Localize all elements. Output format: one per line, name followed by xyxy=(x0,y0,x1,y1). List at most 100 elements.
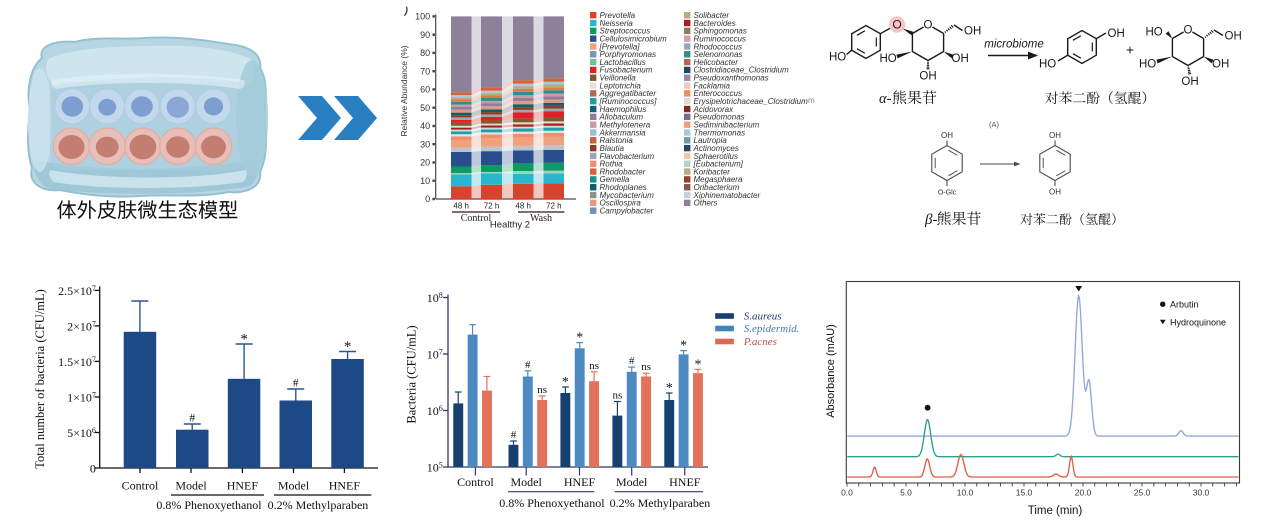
svg-text:5.0: 5.0 xyxy=(900,488,912,498)
svg-text:30.0: 30.0 xyxy=(1193,488,1210,498)
svg-text:[Prevotella]: [Prevotella] xyxy=(599,42,641,51)
svg-text:): ) xyxy=(403,6,409,17)
svg-text:Rhodococcus: Rhodococcus xyxy=(694,42,742,51)
svg-text:#: # xyxy=(189,413,195,425)
svg-text:OH: OH xyxy=(1049,188,1061,197)
svg-text:105: 105 xyxy=(427,461,443,475)
svg-text:OH: OH xyxy=(941,131,953,140)
svg-text:*: * xyxy=(240,332,248,348)
svg-text:Control: Control xyxy=(457,475,494,489)
svg-text:(A): (A) xyxy=(989,120,1000,129)
svg-text:100: 100 xyxy=(415,12,430,22)
svg-text:Streptococcus: Streptococcus xyxy=(600,27,651,36)
svg-text:Akkermansia: Akkermansia xyxy=(599,128,647,137)
svg-text:O: O xyxy=(892,18,901,32)
svg-text:Koribacter: Koribacter xyxy=(694,167,731,176)
svg-text:50: 50 xyxy=(420,103,430,113)
svg-text:30: 30 xyxy=(420,139,430,149)
svg-text:m: m xyxy=(808,96,815,105)
svg-text:Aggregatibacter: Aggregatibacter xyxy=(599,89,657,98)
svg-text:S.aureus: S.aureus xyxy=(744,311,782,323)
svg-text:Prevotella: Prevotella xyxy=(600,11,636,20)
svg-text:ns: ns xyxy=(537,384,547,396)
svg-text:ns: ns xyxy=(641,361,651,373)
svg-text:0: 0 xyxy=(90,462,96,476)
svg-text:Model: Model xyxy=(278,479,310,493)
svg-text:O-Glc: O-Glc xyxy=(938,190,957,197)
svg-text:Control: Control xyxy=(122,479,159,493)
svg-text:Facklamia: Facklamia xyxy=(694,81,731,90)
svg-text:70: 70 xyxy=(420,66,430,76)
svg-text:Total number of bacteria (CFU/: Total number of bacteria (CFU/mL) xyxy=(33,289,47,469)
svg-text:HO: HO xyxy=(1139,59,1156,71)
svg-text:O: O xyxy=(924,19,933,31)
svg-text:OH: OH xyxy=(1181,76,1198,88)
svg-text:60: 60 xyxy=(420,85,430,95)
svg-text:OH: OH xyxy=(1049,131,1061,140)
svg-text:β-: β- xyxy=(924,212,937,228)
svg-text:Absorbance (mAU): Absorbance (mAU) xyxy=(825,324,837,418)
svg-text:1.5×107: 1.5×107 xyxy=(58,355,96,369)
svg-text:90: 90 xyxy=(420,30,430,40)
svg-text:Selenomonas: Selenomonas xyxy=(694,50,743,59)
svg-text:#: # xyxy=(511,429,517,441)
svg-text:10.0: 10.0 xyxy=(957,488,974,498)
svg-text:Oscillospira: Oscillospira xyxy=(600,199,642,208)
svg-text:Mycobacterium: Mycobacterium xyxy=(600,191,655,200)
svg-text:Time (min): Time (min) xyxy=(1028,505,1083,517)
svg-text:#: # xyxy=(525,359,531,371)
svg-text:Actinomyces: Actinomyces xyxy=(693,144,739,153)
svg-text:microbiome: microbiome xyxy=(984,39,1043,51)
svg-text:ns: ns xyxy=(613,390,623,402)
svg-text:Model: Model xyxy=(511,475,543,489)
svg-text:0.2% Methylparaben: 0.2% Methylparaben xyxy=(268,498,369,512)
svg-text:*: * xyxy=(344,339,352,355)
svg-text:107: 107 xyxy=(427,348,443,362)
svg-text:Leptotrichia: Leptotrichia xyxy=(600,81,642,90)
svg-text:OH: OH xyxy=(1225,31,1242,43)
svg-text:Blautia: Blautia xyxy=(600,144,625,153)
svg-text:Erysipelotrichaceae_Clostridiu: Erysipelotrichaceae_Clostridium xyxy=(694,97,809,106)
svg-text:Methylotenera: Methylotenera xyxy=(600,120,651,129)
svg-text:Cellulosimicrobium: Cellulosimicrobium xyxy=(600,34,667,43)
svg-text:108: 108 xyxy=(427,291,443,305)
svg-text:0.8% Phenoxyethanol: 0.8% Phenoxyethanol xyxy=(156,498,262,512)
svg-text:#: # xyxy=(293,378,299,390)
svg-text:ns: ns xyxy=(589,360,599,372)
svg-text:Flavobacterium: Flavobacterium xyxy=(600,152,655,161)
svg-text:15.0: 15.0 xyxy=(1016,488,1033,498)
svg-text:O: O xyxy=(1184,24,1193,36)
svg-text:Model: Model xyxy=(175,479,207,493)
svg-text:Healthy 2: Healthy 2 xyxy=(490,220,530,231)
svg-text:40: 40 xyxy=(420,121,430,131)
svg-text:Ruminococcus: Ruminococcus xyxy=(694,34,746,43)
svg-text:HNEF: HNEF xyxy=(227,479,259,493)
svg-text:OH: OH xyxy=(1108,28,1125,40)
svg-text:Pseudomonas: Pseudomonas xyxy=(694,113,745,122)
svg-text:80: 80 xyxy=(420,48,430,58)
svg-text:106: 106 xyxy=(427,404,443,418)
svg-text:P.acnes: P.acnes xyxy=(743,336,777,348)
svg-text:Megasphaera: Megasphaera xyxy=(694,175,743,184)
svg-text:Allobaculum: Allobaculum xyxy=(599,113,644,122)
svg-text:10: 10 xyxy=(420,176,430,186)
svg-text:Haemophilus: Haemophilus xyxy=(600,105,647,114)
svg-text:Bacteroides: Bacteroides xyxy=(694,19,736,28)
svg-text:Lactobacillus: Lactobacillus xyxy=(600,58,646,67)
svg-text:48 h: 48 h xyxy=(515,202,531,211)
svg-text:*: * xyxy=(680,339,687,354)
svg-text:Neisseria: Neisseria xyxy=(600,19,634,28)
svg-text:OH: OH xyxy=(1212,59,1229,71)
svg-text:0.8% Phenoxyethanol: 0.8% Phenoxyethanol xyxy=(499,496,605,510)
svg-text:Pseudoxanthomonas: Pseudoxanthomonas xyxy=(694,74,769,83)
svg-text:Sphaerotilus: Sphaerotilus xyxy=(694,152,738,161)
svg-text:HNEF: HNEF xyxy=(669,475,701,489)
svg-text:Ralstonia: Ralstonia xyxy=(600,136,634,145)
svg-text:0: 0 xyxy=(425,194,430,204)
svg-text:Rhodobacter: Rhodobacter xyxy=(600,167,646,176)
svg-text:Oribacterium: Oribacterium xyxy=(694,183,740,192)
svg-text:HO: HO xyxy=(1146,27,1163,39)
svg-text:Campylobacter: Campylobacter xyxy=(600,207,654,216)
svg-text:20.0: 20.0 xyxy=(1075,488,1092,498)
svg-text:[Eubacterium]: [Eubacterium] xyxy=(693,160,744,169)
